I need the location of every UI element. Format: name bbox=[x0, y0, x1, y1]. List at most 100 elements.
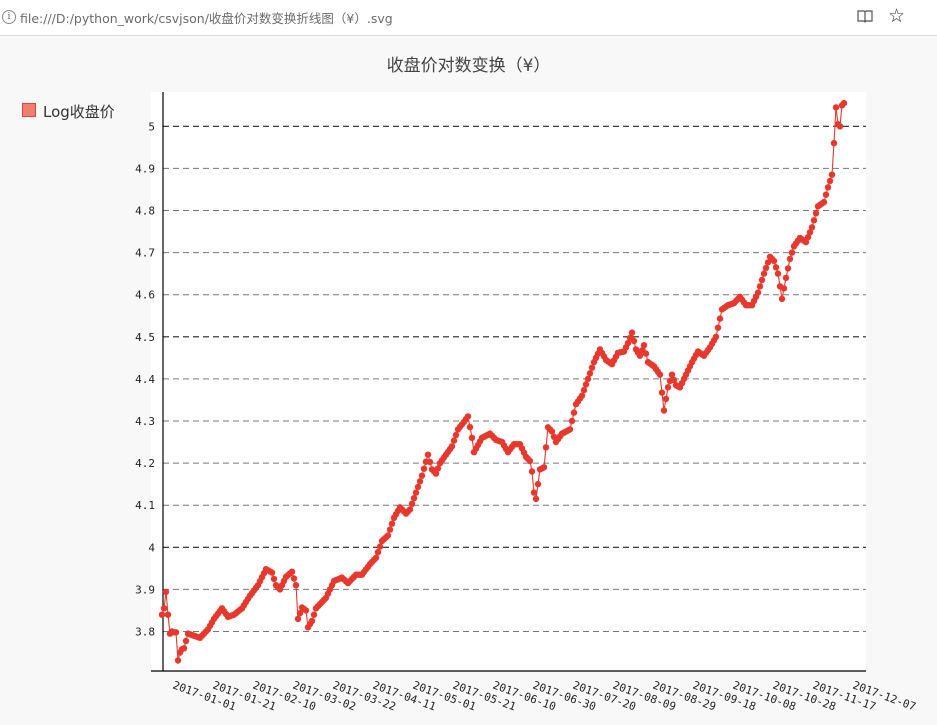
data-point bbox=[712, 333, 720, 340]
data-point bbox=[296, 610, 304, 617]
data-point bbox=[450, 437, 458, 444]
data-point bbox=[668, 371, 676, 378]
data-point bbox=[778, 295, 786, 303]
data-point bbox=[290, 575, 298, 582]
data-point bbox=[408, 500, 416, 507]
y-tick-label: 4.8 bbox=[135, 205, 155, 218]
data-point bbox=[420, 465, 428, 472]
data-point bbox=[756, 283, 764, 290]
data-point bbox=[642, 350, 650, 357]
data-point bbox=[180, 645, 188, 652]
data-point bbox=[566, 426, 574, 433]
data-point bbox=[288, 568, 296, 575]
data-point bbox=[812, 210, 820, 217]
data-point bbox=[386, 526, 394, 533]
legend-label: Log收盘价 bbox=[43, 103, 115, 121]
data-point bbox=[786, 255, 794, 263]
data-point bbox=[802, 238, 810, 246]
data-point bbox=[308, 617, 316, 625]
y-tick-label: 3.8 bbox=[135, 626, 155, 639]
data-point bbox=[528, 468, 536, 475]
data-point bbox=[788, 249, 796, 256]
star-icon[interactable]: ☆ bbox=[888, 5, 906, 27]
legend-swatch bbox=[22, 103, 36, 117]
y-tick-label: 4.5 bbox=[135, 331, 155, 344]
data-point bbox=[832, 104, 840, 111]
data-point bbox=[570, 409, 578, 416]
data-point bbox=[182, 637, 190, 645]
y-tick-label: 4.9 bbox=[135, 162, 155, 175]
data-point bbox=[542, 444, 550, 451]
y-tick-label: 3.9 bbox=[135, 583, 155, 596]
data-point bbox=[414, 483, 422, 491]
data-point bbox=[568, 417, 576, 425]
data-point bbox=[774, 270, 782, 277]
data-point bbox=[526, 457, 534, 465]
data-point bbox=[582, 381, 590, 388]
data-point bbox=[754, 289, 762, 296]
data-point bbox=[434, 465, 442, 472]
data-point bbox=[388, 520, 396, 527]
data-point bbox=[664, 384, 672, 391]
data-point bbox=[540, 464, 548, 471]
y-tick-label: 4.1 bbox=[135, 499, 155, 512]
data-point bbox=[432, 470, 440, 477]
data-point bbox=[716, 315, 724, 322]
data-point bbox=[548, 428, 556, 435]
data-point bbox=[584, 375, 592, 383]
browser-address-bar: i file:///D:/python_work/csvjson/收盘价对数变换… bbox=[0, 0, 937, 36]
data-point bbox=[418, 472, 426, 479]
url-text[interactable]: file:///D:/python_work/csvjson/收盘价对数变换折线… bbox=[20, 11, 393, 26]
data-point bbox=[164, 611, 172, 618]
data-point bbox=[784, 265, 792, 272]
data-point bbox=[826, 177, 834, 185]
data-point bbox=[820, 198, 828, 206]
data-point bbox=[772, 264, 780, 271]
data-point bbox=[448, 443, 456, 450]
data-point bbox=[172, 629, 180, 636]
data-point bbox=[292, 582, 300, 589]
y-tick-label: 4.4 bbox=[135, 373, 155, 386]
data-point bbox=[384, 532, 392, 539]
data-point bbox=[158, 611, 166, 618]
data-point bbox=[586, 370, 594, 377]
data-point bbox=[376, 543, 384, 550]
data-point bbox=[412, 489, 420, 496]
data-point bbox=[830, 139, 838, 147]
data-point bbox=[532, 495, 540, 503]
data-point bbox=[782, 274, 790, 282]
data-point bbox=[824, 184, 832, 191]
data-point bbox=[294, 615, 302, 623]
data-point bbox=[780, 285, 788, 292]
data-point bbox=[628, 329, 636, 336]
data-point bbox=[670, 376, 678, 384]
data-point bbox=[630, 337, 638, 345]
data-point bbox=[714, 324, 722, 331]
reader-view-icon[interactable] bbox=[857, 8, 873, 24]
chart-title: 收盘价对数变换（¥） bbox=[386, 56, 551, 76]
data-point bbox=[828, 171, 836, 178]
data-point bbox=[656, 371, 664, 378]
data-point bbox=[770, 257, 778, 265]
data-point bbox=[426, 458, 434, 466]
data-point bbox=[580, 386, 588, 394]
data-point bbox=[660, 407, 668, 414]
data-point bbox=[174, 657, 182, 664]
data-point bbox=[822, 191, 830, 198]
data-point bbox=[452, 431, 460, 439]
y-tick-label: 4.6 bbox=[135, 289, 155, 302]
data-point bbox=[310, 611, 318, 618]
data-point bbox=[468, 434, 476, 441]
y-tick-label: 4.2 bbox=[135, 457, 155, 470]
info-icon[interactable]: i bbox=[2, 10, 16, 24]
data-point bbox=[640, 342, 648, 349]
data-point bbox=[658, 389, 666, 396]
data-point bbox=[636, 352, 644, 359]
data-point bbox=[372, 554, 380, 561]
data-point bbox=[424, 451, 432, 458]
data-point bbox=[466, 423, 474, 431]
data-point bbox=[374, 549, 382, 556]
data-point bbox=[416, 478, 424, 485]
data-point bbox=[464, 413, 472, 420]
data-point bbox=[762, 264, 770, 272]
